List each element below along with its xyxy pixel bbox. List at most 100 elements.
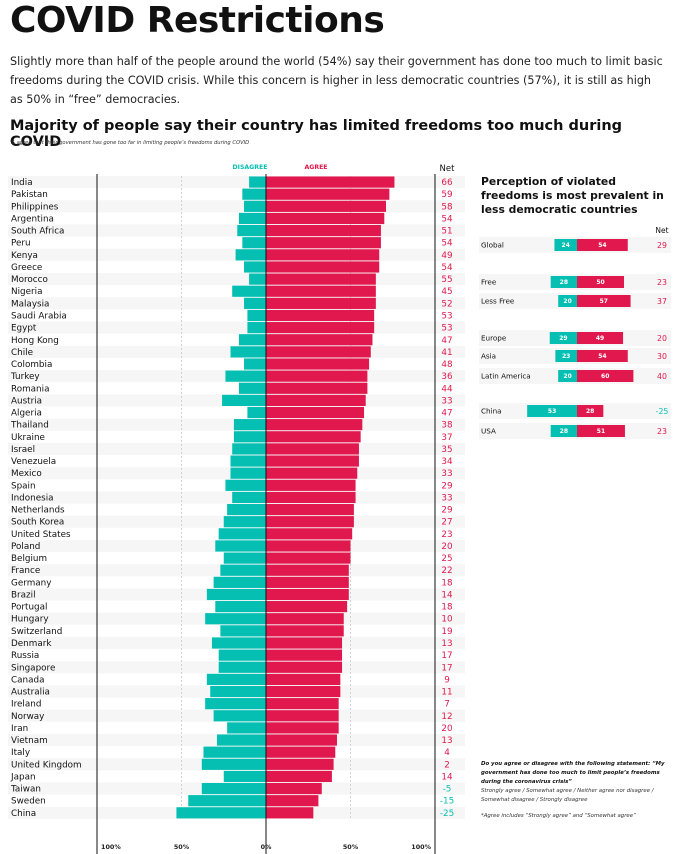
country-label: Argentina [11,214,54,224]
country-label: Poland [11,542,40,552]
disagree-bar [242,188,266,200]
disagree-bar [237,224,266,237]
country-label: South Africa [11,227,64,237]
disagree-bar [218,528,266,540]
disagree-bar [238,212,266,225]
country-label: India [11,178,33,188]
country-label: Peru [11,239,31,249]
disagree-bar [223,516,266,528]
disagree-bar [244,358,266,370]
agree-bar [266,516,354,528]
country-label: Portugal [11,603,47,613]
agree-bar [266,552,351,564]
net-value: 66 [441,178,453,188]
net-value: 13 [441,736,452,746]
legend-agree: AGREE [304,164,327,171]
net-value: 14 [441,590,453,600]
net-value: 33 [441,493,452,503]
disagree-bar [244,261,266,273]
net-value: 59 [441,190,452,200]
country-label: Iran [11,724,28,734]
net-value: 20 [441,724,453,734]
disagree-bar [244,200,266,212]
net-value: 45 [441,287,452,297]
country-label: Hungary [11,615,49,625]
country-label: Indonesia [11,493,54,503]
country-label: Pakistan [11,190,48,200]
agree-bar [266,601,348,613]
agree-bar [266,334,373,346]
country-label: Brazil [11,590,36,600]
disagree-bar [218,649,266,661]
disagree-bar [188,795,266,807]
agree-bar [266,795,319,807]
country-label: Chile [11,348,33,358]
side-chart-title: Perception of violated freedoms is most … [481,175,664,216]
country-label: Hong Kong [11,336,59,346]
disagree-bar [223,552,266,564]
axis-tick-label: 0% [261,843,272,851]
net-value: 54 [441,263,453,273]
net-value: 49 [441,251,452,261]
agree-bar [266,176,395,188]
net-value: 44 [441,384,453,394]
agree-bar [266,443,359,455]
agree-bar [266,491,356,504]
net-value: -15 [440,797,454,807]
country-label: Singapore [11,663,55,673]
disagree-bar [223,770,266,783]
net-value: 48 [441,360,452,370]
net-value: 33 [441,396,452,406]
country-label: Spain [11,481,36,491]
agree-bar [266,661,343,673]
disagree-bar [235,249,266,261]
agree-bar [266,358,370,370]
net-value: -25 [440,809,454,819]
country-label: Canada [11,675,44,685]
axis-tick-label: 50% [343,843,359,851]
agree-bar [266,770,332,783]
disagree-bar [227,503,266,516]
disagree-bar [206,588,266,601]
country-label: Norway [11,712,44,722]
intro-paragraph: Slightly more than half of the people ar… [10,55,663,106]
net-value: 27 [441,518,452,528]
net-value: 54 [441,239,453,249]
agree-bar [266,698,339,710]
agree-bar [266,503,354,516]
disagree-bar [213,576,266,588]
country-label: Taiwan [10,785,41,795]
disagree-bar [242,237,266,249]
country-label: Belgium [11,554,47,564]
disagree-bar [215,601,266,613]
net-value: 17 [441,651,452,661]
disagree-bar [230,346,266,358]
disagree-bar [249,176,266,188]
chart-note: % agree that their government has gone t… [10,140,250,146]
net-value: 34 [441,457,453,467]
net-value: 10 [441,615,453,625]
net-value: 18 [441,578,452,588]
row-stripe [8,321,465,334]
agree-bar [266,540,351,552]
net-value: 41 [441,348,452,358]
net-value: 4 [444,748,450,758]
disagree-bar [210,685,266,698]
country-label: Kenya [11,251,38,261]
disagree-bar [232,491,266,504]
agree-bar [266,382,368,394]
country-label: Ukraine [11,433,45,443]
country-label: Australia [11,688,50,698]
country-label: Italy [11,748,30,758]
agree-bar [266,419,363,431]
country-label: Malaysia [11,299,49,309]
country-label: Thailand [10,421,49,431]
agree-bar [266,734,337,746]
axis-tick-label: 100% [101,843,121,851]
country-label: Germany [11,578,51,588]
disagree-bar [233,431,266,443]
disagree-bar [232,443,266,455]
net-value: 47 [441,336,452,346]
country-label: Denmark [11,639,52,649]
footnote: Do you agree or disagree with the follow… [481,760,671,821]
